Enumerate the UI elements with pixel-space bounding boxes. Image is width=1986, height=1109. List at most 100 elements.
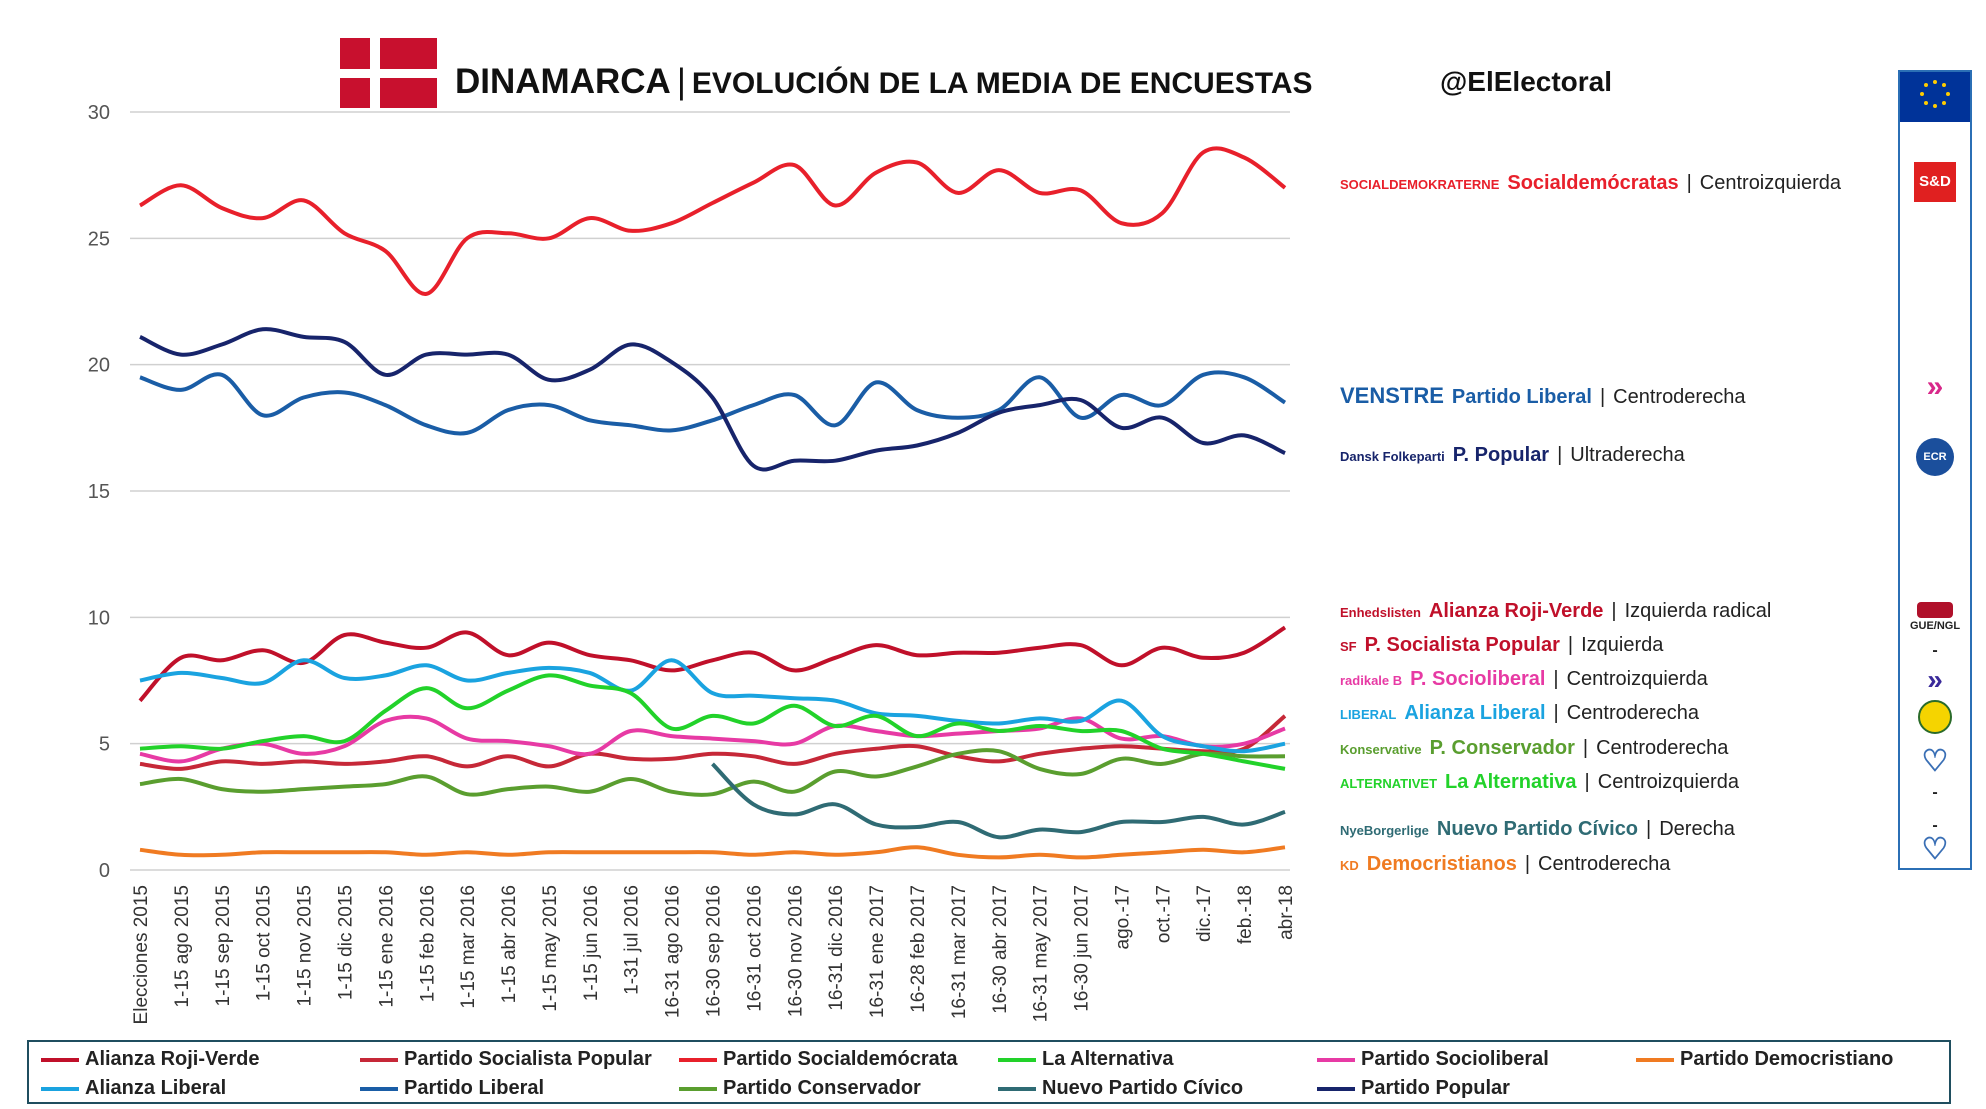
legend-swatch bbox=[679, 1086, 717, 1091]
party-separator: | bbox=[1611, 600, 1617, 622]
party-name: Socialdemócratas bbox=[1507, 172, 1679, 194]
chart-title: DINAMARCA | EVOLUCIÓN DE LA MEDIA DE ENCUE… bbox=[455, 62, 1313, 102]
party-name: Alianza Roji-Verde bbox=[1428, 600, 1604, 622]
legend-swatch bbox=[998, 1086, 1036, 1091]
legend-item: Partido Popular bbox=[1317, 1077, 1510, 1100]
x-tick-label: feb.-18 bbox=[1235, 885, 1256, 944]
line-chart: 0 5 10 15 20 25 30 Elecciones 2015 1-15 ago 201… bbox=[88, 102, 1297, 1024]
x-tick-label: abr-18 bbox=[1276, 885, 1297, 940]
party-logo: Konservative bbox=[1340, 742, 1422, 757]
party-row: radikale B P. Socioliberal | Centroizquierd… bbox=[1340, 668, 1708, 691]
legend-label: Partido Democristiano bbox=[1680, 1048, 1894, 1070]
legend-item: Nuevo Partido Cívico bbox=[998, 1077, 1243, 1100]
y-tick-label: 30 bbox=[88, 102, 110, 124]
dash-1: - bbox=[1932, 642, 1938, 659]
twitter-handle: @ElElectoral bbox=[1440, 66, 1613, 97]
party-ideology: Izquierda radical bbox=[1624, 600, 1772, 622]
party-logo: Dansk Folkeparti bbox=[1340, 449, 1445, 464]
eu-flag-icon bbox=[1900, 72, 1970, 122]
x-tick-label: 1-15 dic 2015 bbox=[335, 885, 356, 1000]
party-name: Nuevo Partido Cívico bbox=[1436, 818, 1639, 840]
legend-label: Partido Socioliberal bbox=[1361, 1048, 1549, 1070]
x-tick-label: 1-15 ene 2016 bbox=[376, 885, 397, 1008]
party-logo: NyeBorgerlige bbox=[1340, 823, 1429, 838]
y-tick-label: 5 bbox=[99, 734, 110, 756]
x-tick-label: 16-30 nov 2016 bbox=[785, 885, 806, 1017]
series-line-nuevo-partido-c-vico bbox=[711, 762, 1286, 840]
epp-group-icon-2: ♡ bbox=[1921, 833, 1949, 866]
legend-label: Partido Liberal bbox=[404, 1077, 545, 1099]
legend-label: Partido Popular bbox=[1361, 1077, 1510, 1099]
x-tick-label: 16-28 feb 2017 bbox=[908, 885, 929, 1013]
party-separator: | bbox=[1599, 386, 1606, 408]
party-row: NyeBorgerlige Nuevo Partido Cívico | Derech… bbox=[1340, 818, 1735, 841]
party-ideology: Centroizquierda bbox=[1699, 172, 1841, 194]
party-ideology: Centroderecha bbox=[1596, 737, 1729, 759]
party-name: La Alternativa bbox=[1445, 771, 1577, 793]
y-axis-ticks: 0 5 10 15 20 25 30 bbox=[88, 102, 110, 882]
x-tick-label: 1-15 nov 2015 bbox=[295, 885, 316, 1007]
x-tick-label: 1-15 oct 2015 bbox=[254, 885, 275, 1001]
dash-3: - bbox=[1932, 817, 1938, 834]
party-logo: LIBERAL bbox=[1340, 707, 1397, 722]
party-separator: | bbox=[1646, 818, 1652, 840]
legend-label: Nuevo Partido Cívico bbox=[1042, 1077, 1244, 1099]
x-tick-label: 16-31 dic 2016 bbox=[826, 885, 847, 1011]
series-line-partido-socialista-popular bbox=[139, 714, 1287, 771]
legend-item: Partido Socialista Popular bbox=[360, 1048, 652, 1071]
legend-swatch bbox=[41, 1086, 79, 1091]
x-tick-label: 1-15 jun 2016 bbox=[581, 885, 602, 1001]
party-name: Alianza Liberal bbox=[1404, 702, 1546, 724]
party-separator: | bbox=[1584, 771, 1590, 793]
party-name: P. Conservador bbox=[1429, 737, 1575, 759]
party-separator: | bbox=[1553, 702, 1559, 724]
legend-swatch bbox=[679, 1057, 717, 1062]
legend-item: Alianza Roji-Verde bbox=[41, 1048, 260, 1071]
legend-swatch bbox=[998, 1057, 1036, 1062]
party-name: Partido Liberal bbox=[1451, 386, 1592, 408]
series-lines bbox=[138, 146, 1287, 860]
series-line-alianza-liberal bbox=[139, 658, 1286, 754]
party-ideology: Izquierda bbox=[1581, 634, 1664, 656]
legend-label: Alianza Liberal bbox=[85, 1077, 227, 1099]
series-line-partido-democristiano bbox=[139, 845, 1286, 860]
title-separator: | bbox=[676, 62, 686, 101]
party-logo: SOCIALDEMOKRATERNE bbox=[1340, 177, 1500, 192]
legend-swatch bbox=[41, 1057, 79, 1062]
legend-swatch bbox=[1636, 1057, 1674, 1062]
party-separator: | bbox=[1524, 853, 1531, 875]
x-tick-label: 1-15 mar 2016 bbox=[458, 885, 479, 1009]
legend-swatch bbox=[1317, 1086, 1355, 1091]
party-separator: | bbox=[1557, 444, 1563, 466]
party-separator: | bbox=[1686, 172, 1692, 194]
x-tick-label: ago.-17 bbox=[1112, 885, 1133, 949]
legend-label: Alianza Roji-Verde bbox=[85, 1048, 260, 1070]
party-row: Enhedslisten Alianza Roji-Verde | Izquierda… bbox=[1340, 600, 1771, 623]
x-tick-label: oct.-17 bbox=[1153, 885, 1174, 943]
x-tick-label: 16-31 oct 2016 bbox=[744, 885, 765, 1012]
series-line-la-alternativa bbox=[139, 673, 1286, 771]
chart-legend: Alianza Roji-Verde Partido Socialista Pop… bbox=[27, 1040, 1951, 1104]
x-tick-label: 16-30 sep 2016 bbox=[704, 885, 725, 1017]
legend-item: Partido Liberal bbox=[360, 1077, 544, 1100]
legend-item: Partido Socioliberal bbox=[1317, 1048, 1549, 1071]
gridlines bbox=[130, 111, 1290, 871]
party-separator: | bbox=[1582, 737, 1589, 759]
party-row: SF P. Socialista Popular | Izquierda bbox=[1340, 634, 1663, 657]
y-tick-label: 25 bbox=[88, 228, 110, 250]
party-ideology: Centroderecha bbox=[1566, 702, 1700, 724]
series-line-partido-socioliberal bbox=[139, 714, 1286, 764]
party-ideology: Centroizquierda bbox=[1597, 771, 1739, 793]
party-ideology: Centroizquierda bbox=[1566, 668, 1708, 690]
legend-item: La Alternativa bbox=[998, 1048, 1174, 1071]
x-tick-label: 16-31 ene 2017 bbox=[867, 885, 888, 1018]
party-separator: | bbox=[1567, 634, 1574, 656]
series-line-partido-socialdem-crata bbox=[139, 146, 1287, 296]
party-logo: radikale B bbox=[1340, 673, 1403, 688]
series-line-partido-popular bbox=[139, 327, 1286, 472]
party-logo: ALTERNATIVET bbox=[1340, 776, 1438, 791]
party-separator: | bbox=[1553, 668, 1559, 690]
party-row: SOCIALDEMOKRATERNE Socialdemócratas | Centr… bbox=[1340, 172, 1841, 195]
party-row: VENSTRE Partido Liberal | Centroderecha bbox=[1340, 383, 1745, 409]
eu-groups-sidebar: S&D » ECR GUE/NGL - » ♡ - - ♡ bbox=[1898, 70, 1972, 870]
